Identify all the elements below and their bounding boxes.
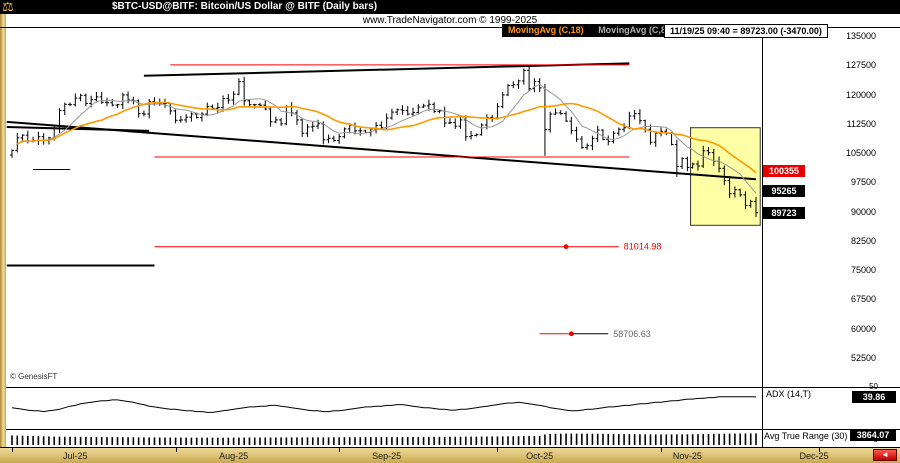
ma18-legend-label[interactable]: MovingAvg (C,18) [508, 25, 584, 35]
month-tick [339, 448, 341, 452]
ma8-line [17, 83, 757, 194]
price-tick-label: 52500 [850, 353, 876, 363]
month-label: Nov-25 [672, 451, 702, 461]
month-tick [819, 448, 821, 452]
price-tick-label: 135000 [845, 31, 876, 41]
left-gold-strip [0, 14, 6, 447]
adx-value-badge: 39.86 [852, 391, 896, 403]
month-label: Jul-25 [63, 451, 88, 461]
adx-panel-border [6, 387, 900, 388]
fib-gray-segment-label: 58706.63 [613, 329, 651, 339]
price-badge: 95265 [763, 185, 805, 198]
descending-trendline [6, 120, 757, 181]
watermark-url: www.TradeNavigator.com © 1999-2025 [0, 14, 900, 27]
price-tick-label: 97500 [850, 177, 876, 188]
price-tick-label: 67500 [850, 294, 876, 305]
month-tick [175, 448, 177, 452]
date-axis: Jul-25 Aug-25 Sep-25 Oct-25 Nov-25 Dec-25 [0, 447, 900, 463]
atr-label[interactable]: Avg True Range (30) [764, 431, 848, 441]
month-label: Aug-25 [219, 451, 249, 461]
fib-red-segment-dot [568, 331, 574, 337]
atr-value-badge: 3864.07 [850, 429, 896, 441]
price-tick-label: 82500 [850, 235, 876, 246]
atr-panel-border [6, 429, 900, 430]
adx-label[interactable]: ADX (14,T) [766, 389, 812, 399]
chart-top-border [0, 27, 900, 28]
price-badge: 100355 [763, 165, 805, 178]
quote-readout: 11/19/25 09:40 = 89723.00 (-3470.00) [664, 24, 828, 38]
price-badge: 89723 [763, 206, 805, 219]
price-tick-label: 60000 [850, 323, 876, 334]
left-arrow-icon: ◄ [881, 450, 889, 459]
price-bars [10, 65, 758, 218]
chart-title: $BTC-USD@BITF: Bitcoin/US Dollar @ BITF … [112, 1, 378, 12]
adx-line [11, 396, 757, 413]
window-titlebar: ⚖ $BTC-USD@BITF: Bitcoin/US Dollar @ BIT… [0, 0, 900, 14]
scroll-left-button[interactable]: ◄ [873, 449, 897, 461]
price-tick-label: 90000 [850, 206, 876, 217]
month-tick [12, 448, 13, 452]
plot-right-border [762, 27, 763, 447]
price-tick-label: 120000 [845, 89, 876, 100]
support-red-line-dot [563, 244, 569, 250]
upper-trendline [143, 62, 630, 77]
ma18-line [16, 101, 757, 174]
indicator-legend: MovingAvg (C,18) MovingAvg (C,8) [502, 24, 675, 37]
genesis-credit: © GenesisFT [10, 372, 58, 381]
scales-logo-icon: ⚖ [2, 0, 14, 14]
month-label: Oct-25 [526, 451, 554, 461]
support-red-line-label: 81014.98 [624, 242, 662, 252]
month-label: Dec-25 [799, 451, 829, 461]
price-tick-label: 105000 [845, 148, 876, 159]
month-label: Sep-25 [372, 451, 402, 461]
left-channel-line [6, 125, 150, 132]
price-tick-label: 127500 [845, 60, 876, 71]
month-tick [497, 448, 499, 452]
month-tick [661, 448, 663, 452]
ma8-legend-label[interactable]: MovingAvg (C,8) [598, 25, 669, 35]
price-tick-label: 112500 [846, 118, 876, 129]
chart-background [6, 27, 900, 447]
price-tick-label: 75000 [850, 265, 876, 276]
adx-scale-50: 50 [869, 382, 878, 391]
annotation-lines: 81014.98 58706.63 [6, 62, 757, 339]
atr-bars [11, 433, 757, 445]
